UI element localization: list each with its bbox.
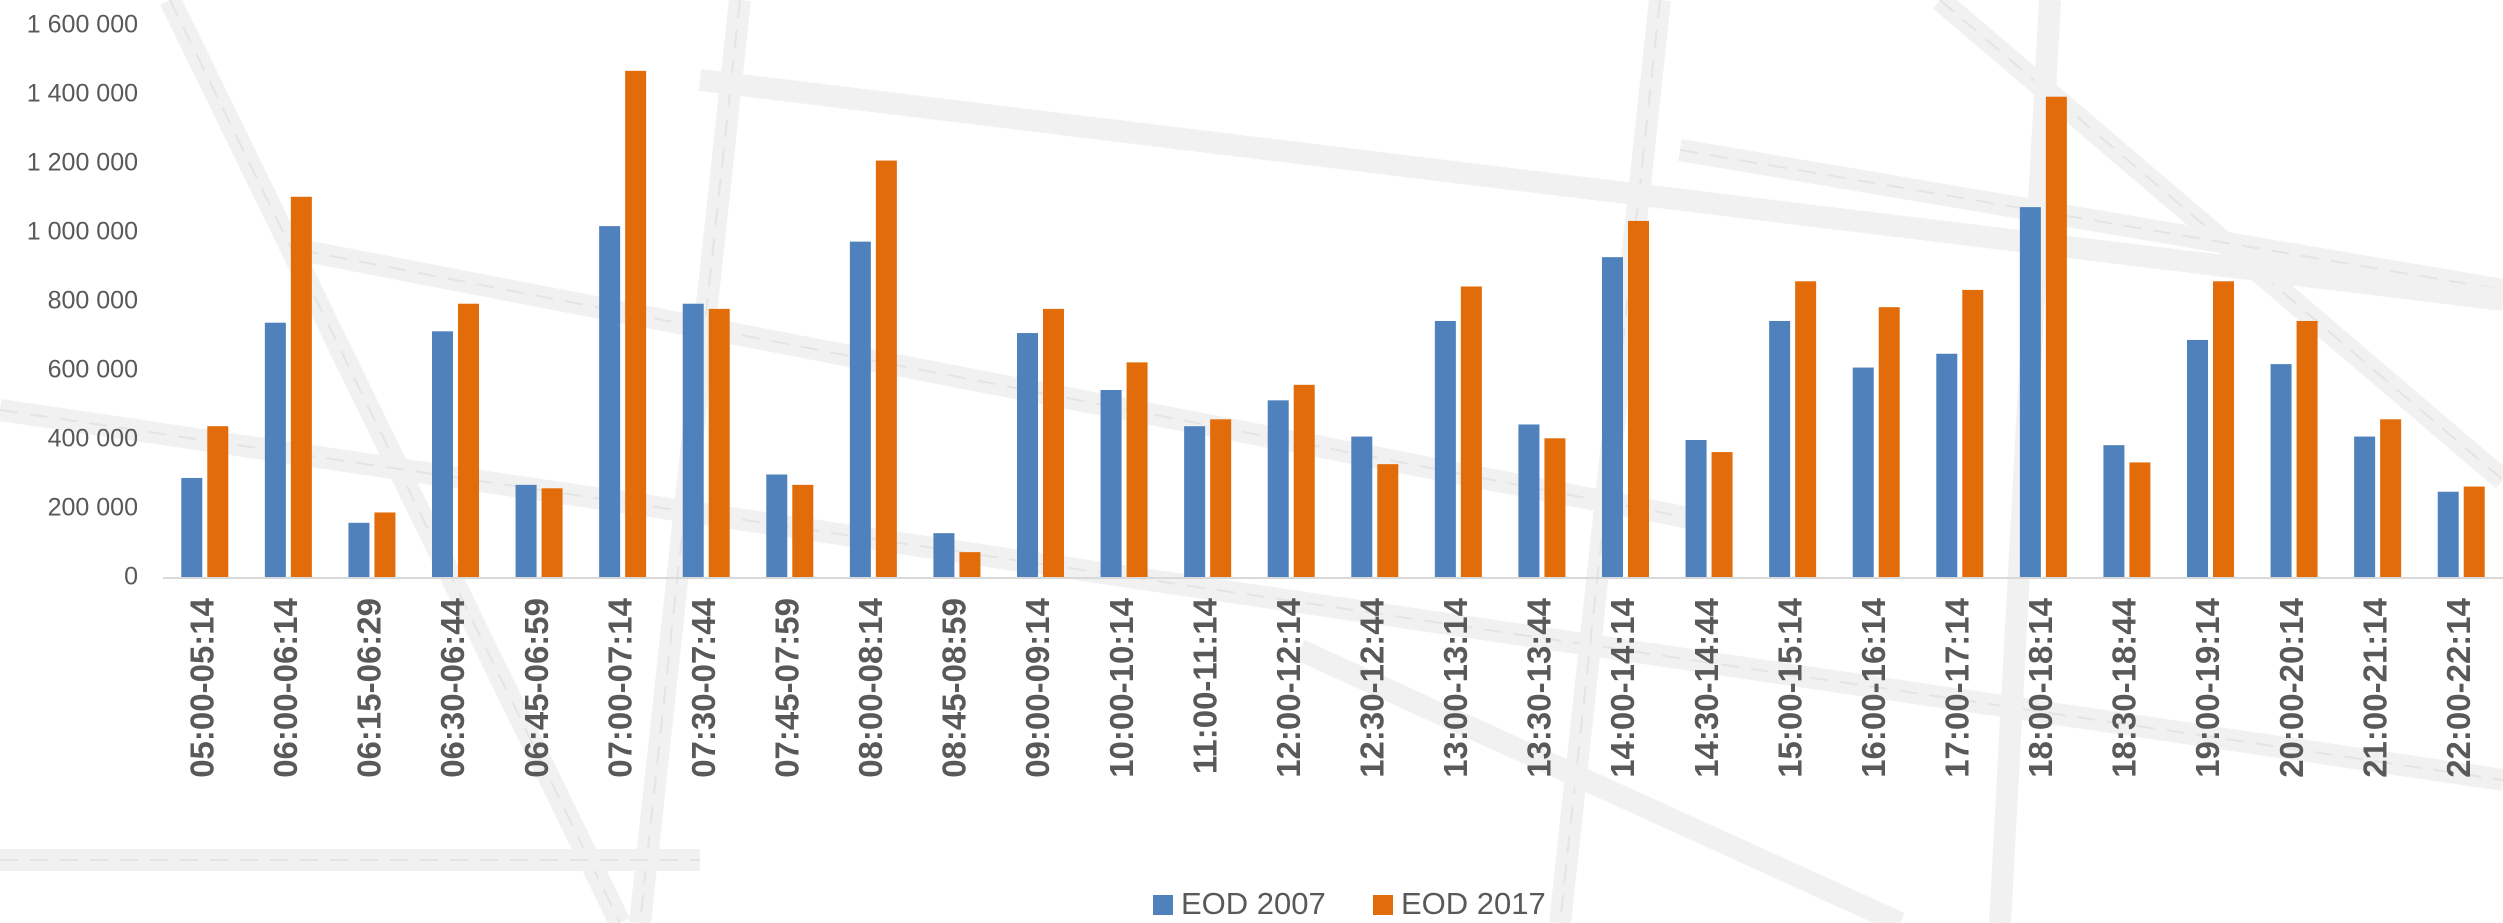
x-tick-label: 09:00-09:14 bbox=[1019, 597, 1056, 777]
bar bbox=[1795, 281, 1817, 578]
bar bbox=[2187, 339, 2208, 578]
x-tick-label: 17:00-17:14 bbox=[1939, 597, 1976, 777]
bar bbox=[2045, 96, 2067, 578]
bar bbox=[541, 488, 563, 578]
bar bbox=[458, 303, 479, 578]
bar bbox=[1293, 384, 1315, 578]
bar bbox=[207, 426, 229, 578]
bar bbox=[2019, 207, 2041, 578]
x-tick-label: 12:30-12:44 bbox=[1354, 597, 1391, 777]
bar bbox=[1852, 367, 1874, 578]
bar bbox=[682, 303, 704, 578]
legend-label: EOD 2007 bbox=[1181, 886, 1326, 921]
x-tick-label: 07:45-07:59 bbox=[769, 598, 806, 778]
bar bbox=[1544, 438, 1566, 578]
x-tick-label: 13:00-13:14 bbox=[1437, 597, 1474, 777]
x-tick-label: 10:00-10:14 bbox=[1103, 597, 1140, 777]
bar bbox=[2270, 364, 2292, 578]
x-tick-label: 07:30-07:44 bbox=[685, 597, 722, 777]
bar bbox=[1460, 286, 1482, 578]
x-tick-label: 18:30-18:44 bbox=[2106, 597, 2143, 777]
y-tick-label: 800 000 bbox=[48, 287, 138, 315]
bar bbox=[959, 552, 981, 578]
bar bbox=[2296, 320, 2318, 578]
x-tick-label: 11:00-11:14 bbox=[1186, 597, 1223, 774]
bar bbox=[849, 241, 871, 578]
x-tick-label: 08:45-08:59 bbox=[936, 598, 973, 778]
x-tick-label: 05:00-05:14 bbox=[184, 597, 221, 777]
bar bbox=[1100, 389, 1122, 578]
x-tick-label: 20:00-20:14 bbox=[2273, 597, 2310, 777]
x-tick-label: 18:00-18:14 bbox=[2022, 597, 2059, 777]
bar bbox=[875, 160, 897, 579]
bar bbox=[1685, 440, 1707, 578]
x-tick-label: 15:00-15:14 bbox=[1771, 597, 1808, 777]
bar bbox=[1043, 308, 1064, 578]
legend-swatch bbox=[1373, 895, 1393, 915]
y-tick-label: 0 bbox=[124, 563, 138, 591]
bar bbox=[708, 308, 730, 578]
x-tick-label: 13:30-13:44 bbox=[1521, 597, 1558, 777]
y-tick-label: 1 600 000 bbox=[27, 11, 138, 39]
bar bbox=[1267, 400, 1289, 578]
bar bbox=[599, 226, 621, 578]
x-tick-label: 06:00-06:14 bbox=[267, 597, 304, 777]
bar bbox=[264, 322, 286, 578]
bar bbox=[1210, 419, 1232, 578]
bar bbox=[1711, 452, 1733, 578]
x-tick-label: 16:00-16:14 bbox=[1855, 597, 1892, 777]
bar bbox=[933, 533, 955, 578]
x-tick-label: 22:00-22:14 bbox=[2440, 597, 2477, 777]
bar bbox=[432, 331, 453, 578]
bar bbox=[1769, 320, 1791, 578]
x-tick-label: 12:00-12:14 bbox=[1270, 597, 1307, 777]
bar bbox=[1518, 424, 1540, 578]
bar bbox=[792, 484, 814, 578]
x-tick-label: 06:45-06:59 bbox=[518, 598, 555, 778]
legend-label: EOD 2017 bbox=[1401, 886, 1546, 921]
bar bbox=[515, 484, 537, 578]
bar bbox=[1351, 436, 1373, 578]
bar bbox=[1936, 353, 1958, 578]
x-tick-label: 21:00-21:14 bbox=[2356, 597, 2393, 777]
bar bbox=[1126, 362, 1148, 578]
bar bbox=[2380, 419, 2402, 578]
y-tick-label: 400 000 bbox=[48, 425, 138, 453]
bar bbox=[1602, 257, 1623, 578]
x-tick-label: 14:00-14:14 bbox=[1604, 597, 1641, 777]
x-tick-label: 08:00-08:14 bbox=[852, 597, 889, 777]
bar bbox=[2437, 491, 2459, 578]
bar bbox=[1434, 320, 1456, 578]
x-tick-label: 19:00-19:14 bbox=[2189, 597, 2226, 777]
y-tick-label: 1 400 000 bbox=[27, 80, 138, 108]
legend-swatch bbox=[1153, 895, 1173, 915]
bar bbox=[1962, 289, 1984, 578]
x-tick-label: 14:30-14:44 bbox=[1688, 597, 1725, 777]
x-tick-label: 06:15-06:29 bbox=[351, 598, 388, 778]
x-tick-label: 06:30-06:44 bbox=[434, 597, 471, 777]
bar bbox=[2463, 486, 2485, 578]
bar bbox=[1628, 220, 1649, 579]
bar bbox=[766, 474, 788, 578]
bar bbox=[1377, 464, 1399, 578]
bar bbox=[2129, 462, 2151, 578]
bar bbox=[2103, 445, 2125, 578]
bar bbox=[625, 70, 647, 578]
y-tick-label: 1 000 000 bbox=[27, 218, 138, 246]
x-tick-label: 07:00-07:14 bbox=[601, 597, 638, 777]
bar bbox=[2213, 281, 2234, 578]
bar bbox=[1878, 307, 1900, 578]
y-tick-label: 200 000 bbox=[48, 494, 138, 522]
bar bbox=[290, 196, 312, 578]
bar bbox=[2354, 436, 2376, 578]
bar bbox=[181, 477, 203, 578]
bar bbox=[1184, 426, 1206, 578]
bar bbox=[1017, 333, 1038, 578]
y-tick-label: 600 000 bbox=[48, 356, 138, 384]
bar bbox=[374, 512, 396, 578]
bar bbox=[348, 522, 370, 578]
y-tick-label: 1 200 000 bbox=[27, 149, 138, 177]
